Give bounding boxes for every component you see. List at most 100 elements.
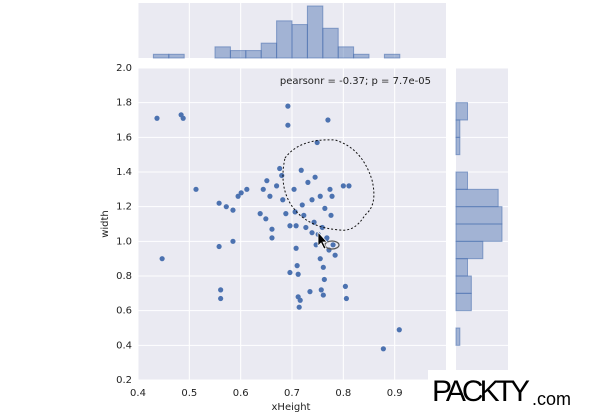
scatter-point — [340, 183, 346, 189]
scatter-point — [318, 287, 324, 293]
scatter-point — [260, 186, 266, 192]
scatter-point — [294, 263, 300, 269]
scatter-point — [298, 167, 304, 173]
annotation: pearsonr = -0.37; p = 7.7e-05 — [280, 76, 431, 87]
scatter-point — [297, 297, 303, 303]
watermark-text: PACKTY — [432, 375, 530, 408]
histogram-bar — [455, 223, 503, 242]
watermark-suffix: .com — [532, 389, 571, 409]
scatter-point — [193, 186, 199, 192]
scatter-point — [295, 271, 301, 277]
histogram-bar — [383, 53, 401, 59]
histogram-bar — [306, 5, 324, 59]
scatter-point — [159, 256, 165, 262]
scatter-point — [293, 223, 299, 229]
scatter-point — [342, 283, 348, 289]
scatter-point — [317, 256, 323, 262]
histogram-bar — [455, 188, 499, 208]
histogram-bar — [214, 46, 231, 59]
histogram-bar — [353, 53, 370, 59]
scatter-point — [267, 193, 273, 199]
scatter-point — [283, 211, 289, 217]
y-tick-label: 0.2 — [116, 375, 132, 386]
histogram-bar — [455, 102, 468, 121]
scatter-point — [291, 186, 297, 192]
scatter-point — [328, 212, 334, 218]
scatter-point — [324, 235, 330, 241]
scatter-point — [257, 211, 263, 217]
scatter-point — [263, 216, 269, 222]
watermark-bg — [428, 370, 608, 416]
scatter-point — [269, 226, 275, 232]
scatter-point — [287, 223, 293, 229]
histogram-bar — [455, 136, 461, 156]
scatter-point — [285, 122, 291, 128]
y-tick-label: 1.6 — [116, 132, 132, 143]
histogram-bar — [322, 27, 339, 59]
scatter-point — [320, 264, 326, 270]
x-tick-label: 0.6 — [233, 388, 249, 399]
scatter-point — [238, 190, 244, 196]
histogram-bar — [455, 275, 472, 294]
scatter-point — [269, 235, 275, 241]
scatter-point — [309, 230, 315, 236]
scatter-point — [329, 193, 335, 199]
histogram-bar — [455, 119, 461, 138]
scatter-point — [320, 292, 326, 298]
scatter-point — [244, 186, 250, 192]
scatter-point — [293, 245, 299, 251]
scatter-point — [216, 243, 222, 250]
y-tick-label: 1.4 — [116, 167, 132, 178]
scatter-point — [287, 269, 293, 276]
y-tick-label: 1.8 — [116, 98, 132, 109]
scatter-point — [218, 287, 224, 293]
scatter-point — [332, 252, 338, 258]
scatter-point — [235, 193, 241, 199]
scatter-point — [218, 295, 224, 302]
histogram-bar — [455, 206, 503, 225]
histogram-bar — [455, 171, 468, 190]
scatter-point — [343, 295, 350, 302]
scatter-point — [330, 242, 336, 248]
scatter-point — [307, 289, 313, 295]
scatter-point — [305, 179, 311, 185]
scatter-point — [309, 197, 315, 203]
y-axis-label: width — [100, 210, 111, 238]
scatter-point — [279, 172, 285, 179]
scatter-point — [280, 197, 286, 203]
contour — [282, 139, 375, 231]
histogram-bar — [245, 50, 262, 59]
scatter-point — [230, 238, 236, 244]
x-tick-label: 0.5 — [181, 388, 197, 399]
histogram-bar — [168, 53, 185, 59]
scatter-point — [296, 304, 302, 310]
scatter-point — [327, 186, 333, 192]
scatter-point — [216, 200, 222, 206]
scatter-point — [317, 193, 323, 199]
contour-ellipse — [324, 240, 340, 250]
scatter-point — [312, 174, 318, 180]
scatter-point — [264, 178, 270, 184]
histogram-bar — [276, 20, 293, 59]
y-tick-label: 0.6 — [116, 306, 132, 317]
histogram-bar — [337, 46, 355, 59]
scatter-point — [313, 242, 319, 248]
histogram-bar — [455, 292, 472, 312]
scatter-point — [380, 346, 386, 352]
scatter-point — [303, 224, 309, 231]
scatter-point — [277, 165, 283, 172]
y-tick-label: 1.2 — [116, 202, 132, 213]
histogram-bar — [260, 42, 278, 59]
histogram-bar — [455, 258, 468, 277]
x-tick-label: 0.7 — [284, 388, 300, 399]
y-tick-label: 1.0 — [116, 236, 132, 247]
histogram-bar — [152, 53, 170, 59]
scatter-point — [292, 209, 298, 215]
scatter-point — [325, 117, 331, 123]
histogram-bar — [229, 50, 247, 59]
scatter-point — [274, 183, 280, 189]
x-tick-label: 0.9 — [387, 388, 403, 399]
plot-layer: 0.4 0.5 0.6 0.7 0.8 0.9 0.2 0.4 0.6 0.8 1.0 1.2 1.4 1… — [116, 3, 508, 399]
histogram-bar — [455, 327, 461, 346]
